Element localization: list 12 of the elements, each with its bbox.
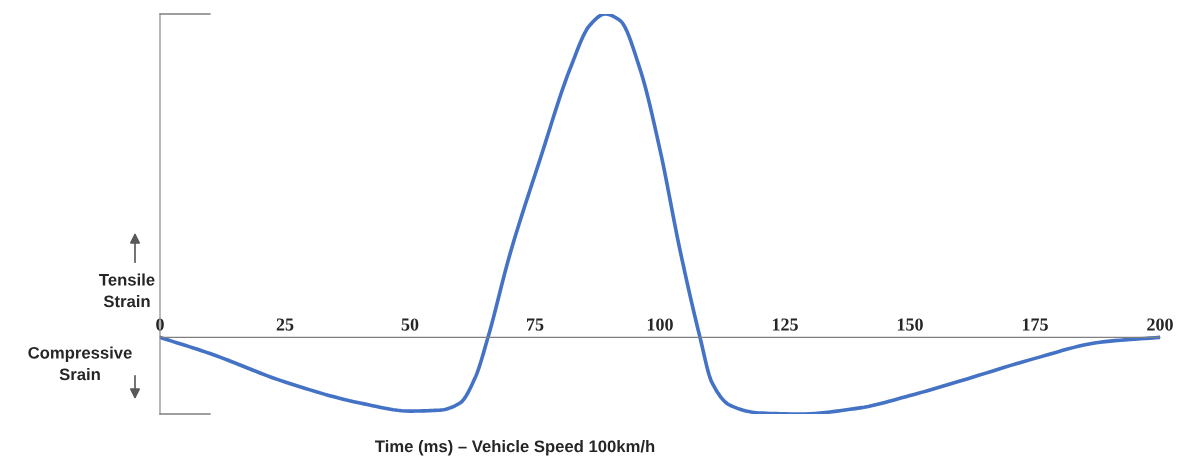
x-tick-label: 75 [527,318,544,331]
x-tick-label: 25 [276,318,294,331]
text: Tensile Strain [99,273,155,308]
x-tick-label: 200 [1147,318,1173,331]
x-tick-label: 0 [156,318,164,331]
x-tick-label: 125 [772,318,798,331]
x-tick-label: 175 [1022,318,1048,331]
text: Compressive Srain [28,346,132,381]
x-axis-title: Time (ms) – Vehicle Speed 100km/h [375,440,655,456]
x-tick-label: 100 [647,318,673,331]
x-tick-label: 150 [897,318,923,331]
x-tick-label: 50 [401,318,419,331]
